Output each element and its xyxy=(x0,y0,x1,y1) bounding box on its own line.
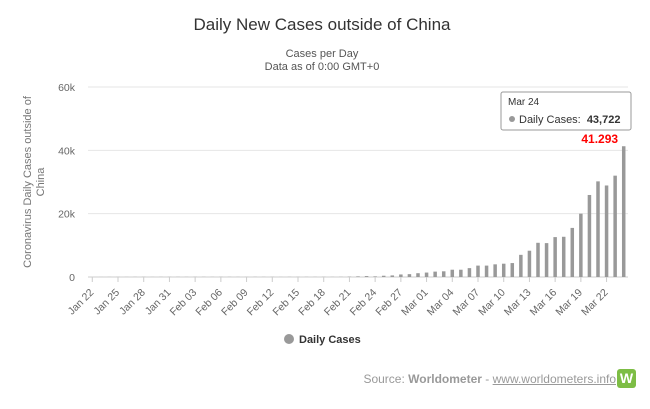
y-tick-label: 0 xyxy=(69,272,75,284)
x-tick-label: Feb 24 xyxy=(348,287,380,319)
x-tick-label: Feb 15 xyxy=(271,287,303,319)
peak-annotation: 41.293 xyxy=(581,132,618,146)
y-axis-ticks: 0 20k 40k 60k xyxy=(58,82,76,284)
x-tick-label: Mar 22 xyxy=(579,287,611,319)
x-tick-label: Mar 07 xyxy=(451,287,483,319)
tooltip-label: Daily Cases: xyxy=(519,114,581,126)
bar[interactable] xyxy=(501,263,506,277)
bar[interactable] xyxy=(561,236,566,277)
tooltip-series-dot xyxy=(509,116,515,122)
bar[interactable] xyxy=(570,227,575,277)
y-axis-label-line-2: China xyxy=(35,167,47,197)
x-tick-label: Jan 28 xyxy=(117,287,148,318)
x-tick-label: Mar 13 xyxy=(502,287,534,319)
legend[interactable]: Daily Cases xyxy=(284,334,361,346)
bar[interactable] xyxy=(459,269,463,277)
x-tick-label: Jan 22 xyxy=(66,287,97,318)
bar[interactable] xyxy=(416,273,420,277)
x-tick-label: Feb 18 xyxy=(296,287,328,319)
bar[interactable] xyxy=(424,272,429,277)
bar[interactable] xyxy=(544,243,549,277)
x-tick-label: Feb 27 xyxy=(373,287,405,319)
tooltip: Mar 24 Daily Cases: 43,722 xyxy=(500,91,632,131)
bar[interactable] xyxy=(553,237,557,277)
bar[interactable] xyxy=(604,185,609,277)
y-tick-label: 40k xyxy=(58,145,76,157)
y-axis-label-line-1: Coronavirus Daily Cases outside of xyxy=(22,95,34,268)
bar[interactable] xyxy=(613,175,617,277)
bar[interactable] xyxy=(441,271,446,277)
tooltip-date: Mar 24 xyxy=(508,97,540,108)
source-credit: Source: Worldometer - www.worldometers.i… xyxy=(363,372,616,386)
x-tick-label: Feb 06 xyxy=(193,287,225,319)
source-separator: - xyxy=(485,372,490,386)
x-tick-label: Jan 31 xyxy=(143,287,174,318)
x-tick-label: Mar 19 xyxy=(553,287,585,319)
bar[interactable] xyxy=(484,265,489,277)
bar[interactable] xyxy=(399,274,403,277)
bar[interactable] xyxy=(390,275,395,277)
tooltip-value: 43,722 xyxy=(587,114,621,126)
y-tick-label: 20k xyxy=(58,209,76,221)
legend-marker[interactable] xyxy=(284,334,294,344)
bar-series[interactable] xyxy=(99,146,626,277)
bar[interactable] xyxy=(381,275,386,277)
tooltip-line: Daily Cases: 43,722 xyxy=(519,114,620,126)
x-tick-label: Feb 09 xyxy=(219,287,251,319)
bar[interactable] xyxy=(467,268,472,277)
chart-subtitle-1: Cases per Day xyxy=(286,48,359,60)
bar[interactable] xyxy=(527,250,532,277)
chart-subtitle-2: Data as of 0:00 GMT+0 xyxy=(265,61,380,73)
worldometer-logo-icon: W xyxy=(617,369,636,388)
legend-label[interactable]: Daily Cases xyxy=(299,334,361,346)
tooltip-box xyxy=(500,91,632,131)
bar[interactable] xyxy=(596,181,600,277)
y-tick-label: 60k xyxy=(58,82,76,94)
bar[interactable] xyxy=(407,274,412,277)
x-tick-label: Mar 04 xyxy=(425,287,457,319)
x-tick-label: Mar 10 xyxy=(476,287,508,319)
x-tick-label: Feb 21 xyxy=(322,287,354,319)
bar[interactable] xyxy=(621,146,626,277)
bar[interactable] xyxy=(450,269,455,277)
x-tick-label: Mar 01 xyxy=(399,287,431,319)
bar[interactable] xyxy=(476,265,480,277)
source-label: Source: xyxy=(363,372,405,386)
bar[interactable] xyxy=(433,271,437,277)
x-tick-label: Mar 16 xyxy=(528,287,560,319)
bar[interactable] xyxy=(519,254,523,277)
bar[interactable] xyxy=(493,264,497,277)
source-link[interactable]: www.worldometers.info xyxy=(492,372,616,386)
bar[interactable] xyxy=(587,194,592,277)
x-tick-label: Feb 12 xyxy=(245,287,277,319)
bar[interactable] xyxy=(579,213,583,277)
chart-title: Daily New Cases outside of China xyxy=(193,15,451,34)
bar[interactable] xyxy=(536,242,540,277)
bar[interactable] xyxy=(373,276,377,277)
x-tick-label: Jan 25 xyxy=(91,287,122,318)
x-tick-label: Feb 03 xyxy=(168,287,200,319)
bar[interactable] xyxy=(364,276,369,277)
source-name: Worldometer xyxy=(408,372,482,386)
bar[interactable] xyxy=(356,276,360,277)
bar[interactable] xyxy=(510,263,515,277)
